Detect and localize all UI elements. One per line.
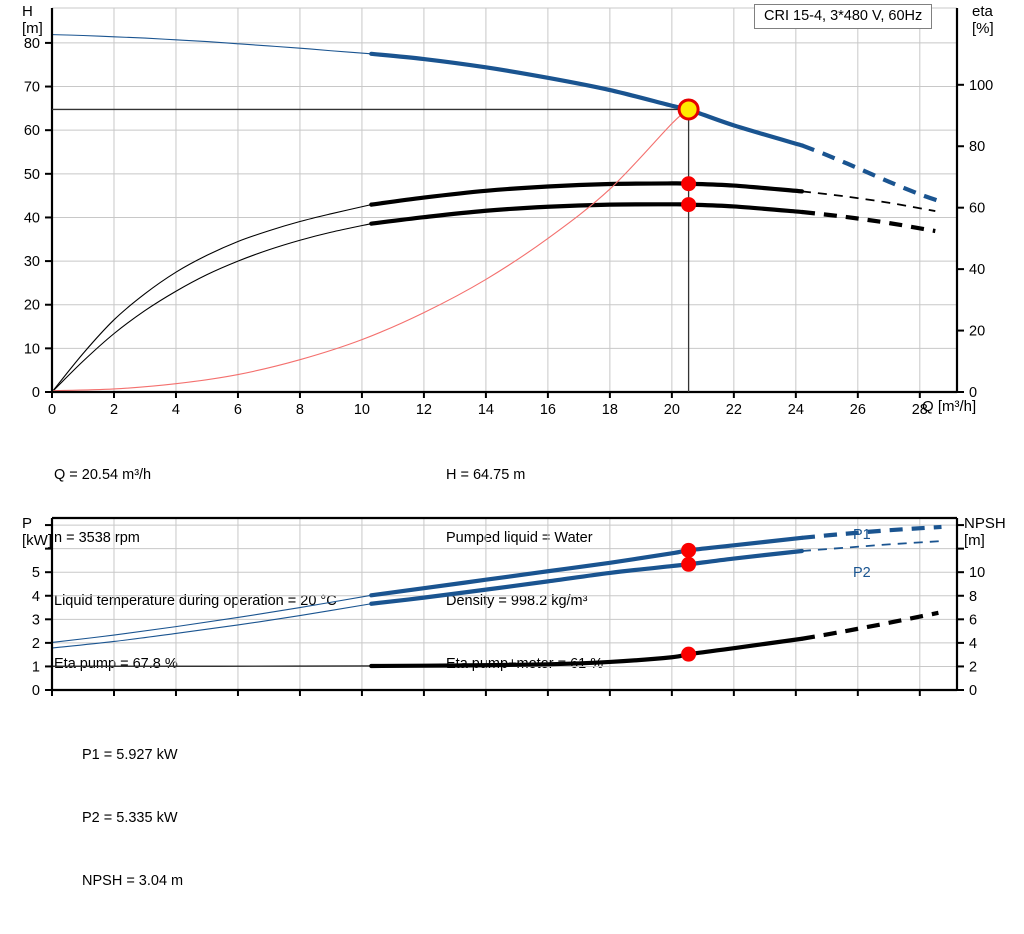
y-left-tick-label: 0	[32, 683, 40, 699]
y-right-tick-label: 60	[969, 201, 985, 217]
y-left-tick-label: 40	[24, 210, 40, 226]
y-left-tick-label: 20	[24, 298, 40, 314]
x-tick-label: 14	[478, 402, 494, 418]
curve-dashed-thick	[802, 527, 941, 538]
npsh-duty-dot[interactable]	[681, 647, 696, 662]
x-tick-label: 0	[48, 402, 56, 418]
curve-dashed-thin	[802, 191, 935, 211]
p1-duty-dot[interactable]	[681, 543, 696, 558]
x-tick-label: 6	[234, 402, 242, 418]
x-tick-label: 18	[602, 402, 618, 418]
duty-info-line: H = 64.75 m	[446, 465, 603, 486]
y-right-tick-label: 80	[969, 139, 985, 155]
x-tick-label: 4	[172, 402, 180, 418]
x-tick-label: 8	[296, 402, 304, 418]
curve-solid-thin	[52, 205, 371, 392]
y-left-tick-label: 50	[24, 167, 40, 183]
curve-group	[52, 527, 942, 666]
power-info-line: P2 = 5.335 kW	[82, 808, 183, 829]
p1-curve-label: P1	[853, 527, 871, 543]
y-right-tick-label: 100	[969, 78, 993, 94]
y-left-tick-label: 70	[24, 80, 40, 96]
x-tick-label: 26	[850, 402, 866, 418]
curve-dashed-thin	[802, 541, 941, 551]
eta-pump-duty-dot[interactable]	[681, 176, 696, 191]
y-right-tick-label: 4	[969, 636, 977, 652]
curve-solid-thin	[52, 604, 371, 648]
x-tick-label: 2	[110, 402, 118, 418]
power-info-line: NPSH = 3.04 m	[82, 871, 183, 892]
y-left-tick-label: 60	[24, 123, 40, 139]
x-tick-label: 22	[726, 402, 742, 418]
curve-solid-thick	[371, 204, 802, 223]
top-chart-x-title: Q [m³/h]	[922, 398, 976, 415]
y-left-tick-label: 2	[32, 636, 40, 652]
y-right-tick-label: 10	[969, 565, 985, 581]
power-info-block: P1 = 5.927 kW P2 = 5.335 kW NPSH = 3.04 …	[82, 703, 183, 934]
top-chart-y-right-title: eta [%]	[972, 3, 994, 37]
x-tick-label: 16	[540, 402, 556, 418]
y-right-tick-label: 8	[969, 589, 977, 605]
y-left-tick-label: 5	[32, 565, 40, 581]
bottom-chart-y-left-title: P [kW]	[22, 515, 52, 549]
y-right-tick-label: 0	[969, 683, 977, 699]
y-left-tick-label: 10	[24, 341, 40, 357]
curve-dashed-thick	[802, 212, 935, 231]
curve-solid-thin	[52, 35, 371, 54]
top-chart-y-left-title: H [m]	[22, 3, 43, 37]
x-tick-label: 10	[354, 402, 370, 418]
curve-solid-thick	[371, 538, 802, 595]
eta-pump-motor-duty-dot[interactable]	[681, 197, 696, 212]
p2-curve-label: P2	[853, 565, 871, 581]
y-left-tick-label: 3	[32, 612, 40, 628]
duty-point-marker[interactable]	[679, 100, 698, 119]
axis-group	[52, 8, 957, 392]
y-left-tick-label: 4	[32, 589, 40, 605]
bottom-duty-dots	[681, 543, 696, 662]
y-right-tick-label: 20	[969, 324, 985, 340]
grid-lines	[52, 8, 957, 392]
curve-solid-thick	[371, 183, 802, 204]
curve-group	[52, 35, 942, 392]
x-tick-label: 24	[788, 402, 804, 418]
y-left-tick-label: 0	[32, 385, 40, 401]
p2-duty-dot[interactable]	[681, 557, 696, 572]
x-tick-label: 20	[664, 402, 680, 418]
y-right-tick-label: 6	[969, 612, 977, 628]
y-right-tick-label: 40	[969, 262, 985, 278]
bottom-chart-y-right-title: NPSH [m]	[964, 515, 1006, 549]
duty-info-line: Q = 20.54 m³/h	[54, 465, 337, 486]
y-left-tick-label: 30	[24, 254, 40, 270]
curve-dashed-thick	[802, 613, 938, 639]
curve-solid-thin	[52, 224, 371, 392]
x-tick-label: 12	[416, 402, 432, 418]
y-left-tick-label: 1	[32, 659, 40, 675]
y-right-tick-label: 2	[969, 659, 977, 675]
power-info-line: P1 = 5.927 kW	[82, 745, 183, 766]
y-left-tick-label: 80	[24, 36, 40, 52]
curve-solid-thick	[371, 54, 802, 146]
model-title-box: CRI 15-4, 3*480 V, 60Hz	[754, 4, 932, 29]
tick-group: 0 1 2 3 4 5 0 2 4 6 8 10	[32, 525, 985, 699]
